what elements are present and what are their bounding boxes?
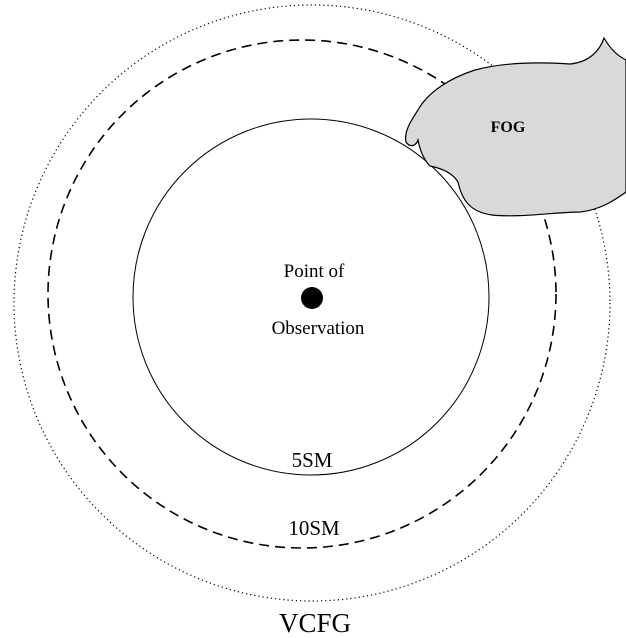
center-label-bottom: Observation [272, 318, 365, 339]
fog-label: FOG [491, 119, 526, 136]
fog-area [405, 36, 626, 217]
center-label-top: Point of [284, 261, 345, 282]
vicinity-ring [13, 4, 611, 602]
vicinity-label: VCFG [279, 608, 351, 638]
ten-mile-label: 10SM [288, 516, 340, 540]
five-mile-label: 5SM [292, 448, 333, 472]
observation-point [301, 287, 323, 309]
ten-mile-ring [47, 39, 557, 549]
five-mile-ring [132, 118, 490, 476]
